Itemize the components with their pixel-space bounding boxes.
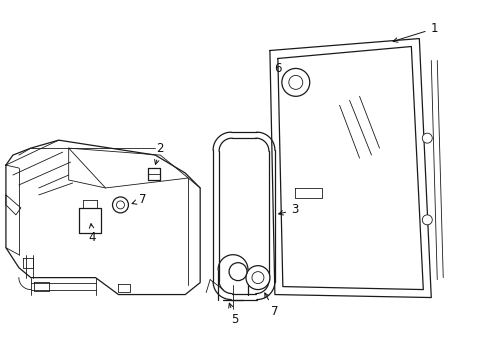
Text: 7: 7 — [132, 193, 146, 206]
Text: 3: 3 — [278, 203, 298, 216]
Circle shape — [251, 272, 264, 284]
Circle shape — [116, 201, 124, 209]
Text: 1: 1 — [392, 22, 437, 42]
Circle shape — [422, 133, 431, 143]
Circle shape — [281, 68, 309, 96]
Text: 6: 6 — [274, 62, 281, 75]
Text: 7: 7 — [264, 293, 278, 318]
Text: 4: 4 — [89, 224, 96, 244]
Text: 2: 2 — [154, 141, 164, 165]
Circle shape — [112, 197, 128, 213]
Text: 5: 5 — [228, 303, 238, 326]
Circle shape — [228, 263, 246, 280]
Circle shape — [245, 266, 269, 289]
Circle shape — [288, 75, 302, 89]
Circle shape — [422, 215, 431, 225]
